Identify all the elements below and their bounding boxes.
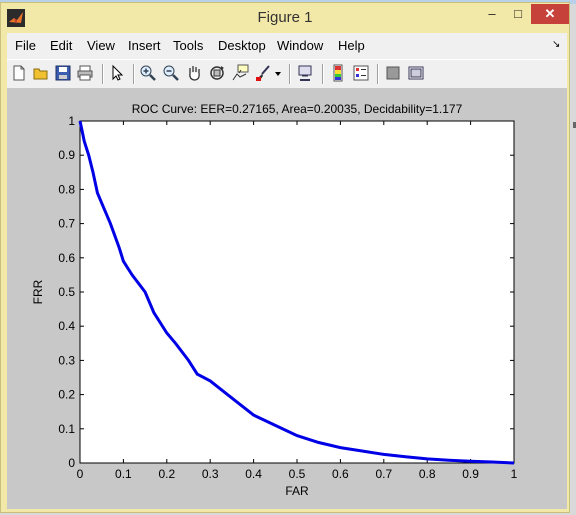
menu-edit[interactable]: Edit xyxy=(50,38,73,53)
x-tick-label: 0.7 xyxy=(375,467,392,481)
chart-title: ROC Curve: EER=0.27165, Area=0.20035, De… xyxy=(132,102,463,116)
close-button[interactable]: ✕ xyxy=(531,4,569,24)
y-tick-label: 0.3 xyxy=(58,353,75,367)
brush-dropdown-icon[interactable] xyxy=(273,64,283,82)
insert-colorbar-icon[interactable] xyxy=(329,64,347,82)
figure-canvas: ROC Curve: EER=0.27165, Area=0.20035, De… xyxy=(7,88,567,509)
y-tick-label: 0.2 xyxy=(58,388,75,402)
title-bar[interactable]: Figure 1 – □ ✕ xyxy=(1,3,569,33)
x-tick-label: 0.4 xyxy=(245,467,262,481)
zoom-out-icon[interactable] xyxy=(162,64,180,82)
toolbar-separator xyxy=(133,64,135,84)
print-icon[interactable] xyxy=(76,64,94,82)
toolbar-separator xyxy=(377,64,379,84)
x-tick-label: 0.6 xyxy=(332,467,349,481)
menu-desktop[interactable]: Desktop xyxy=(218,38,266,53)
x-tick-label: 0.5 xyxy=(289,467,306,481)
x-tick-label: 1 xyxy=(511,467,518,481)
y-tick-label: 0 xyxy=(68,456,75,470)
toolbar-separator xyxy=(102,64,104,84)
save-icon[interactable] xyxy=(54,64,72,82)
rotate-3d-icon[interactable] xyxy=(208,64,226,82)
x-tick-label: 0.8 xyxy=(419,467,436,481)
pan-hand-icon[interactable] xyxy=(185,64,203,82)
y-tick-label: 0.8 xyxy=(58,182,75,196)
roc-curve-line xyxy=(78,120,515,465)
y-tick-label: 0.1 xyxy=(58,422,75,436)
menu-insert[interactable]: Insert xyxy=(128,38,161,53)
x-tick-label: 0.2 xyxy=(158,467,175,481)
x-tick-label: 0.9 xyxy=(462,467,479,481)
menu-help[interactable]: Help xyxy=(338,38,365,53)
hide-plot-tools-icon[interactable] xyxy=(384,64,402,82)
x-tick-label: 0 xyxy=(77,467,84,481)
open-file-icon[interactable] xyxy=(32,64,50,82)
menu-view[interactable]: View xyxy=(87,38,115,53)
menu-file[interactable]: File xyxy=(15,38,36,53)
y-tick-label: 0.7 xyxy=(58,217,75,231)
menu-bar: File Edit View Insert Tools Desktop Wind… xyxy=(7,33,567,59)
x-axis-label: FAR xyxy=(285,484,309,498)
zoom-in-icon[interactable] xyxy=(139,64,157,82)
x-tick-label: 0.1 xyxy=(115,467,132,481)
x-tick-label: 0.3 xyxy=(202,467,219,481)
menu-tools[interactable]: Tools xyxy=(173,38,204,53)
dock-arrow-icon[interactable]: ↘ xyxy=(552,39,561,50)
y-tick-label: 0.4 xyxy=(58,319,75,333)
maximize-button[interactable]: □ xyxy=(514,6,522,21)
y-tick-label: 0.5 xyxy=(58,285,75,299)
new-figure-icon[interactable] xyxy=(10,64,28,82)
data-cursor-icon[interactable] xyxy=(231,64,249,82)
edit-plot-arrow-icon[interactable] xyxy=(108,64,126,82)
insert-legend-icon[interactable] xyxy=(352,64,370,82)
background-window-fragment xyxy=(573,122,576,128)
roc-chart: ROC Curve: EER=0.27165, Area=0.20035, De… xyxy=(31,102,518,498)
axis-ticks: 0 0.1 0.2 0.3 0.4 0.5 0.6 0.7 0.8 0.9 1 0 0.1 0.2 0.3 0… xyxy=(58,114,517,481)
figure-toolbar xyxy=(7,59,567,89)
show-plot-tools-icon[interactable] xyxy=(407,64,425,82)
toolbar-separator xyxy=(322,64,324,84)
link-plot-icon[interactable] xyxy=(296,64,314,82)
menu-window[interactable]: Window xyxy=(277,38,324,53)
window-title: Figure 1 xyxy=(257,9,313,26)
toolbar-separator xyxy=(289,64,291,84)
minimize-button[interactable]: – xyxy=(488,6,496,21)
y-axis-label: FRR xyxy=(31,279,45,304)
y-tick-label: 1 xyxy=(68,114,75,128)
axes-background[interactable] xyxy=(79,120,515,464)
y-tick-label: 0.6 xyxy=(58,251,75,265)
brush-icon[interactable] xyxy=(254,64,272,82)
y-tick-label: 0.9 xyxy=(58,148,75,162)
matlab-logo-icon xyxy=(7,9,25,27)
